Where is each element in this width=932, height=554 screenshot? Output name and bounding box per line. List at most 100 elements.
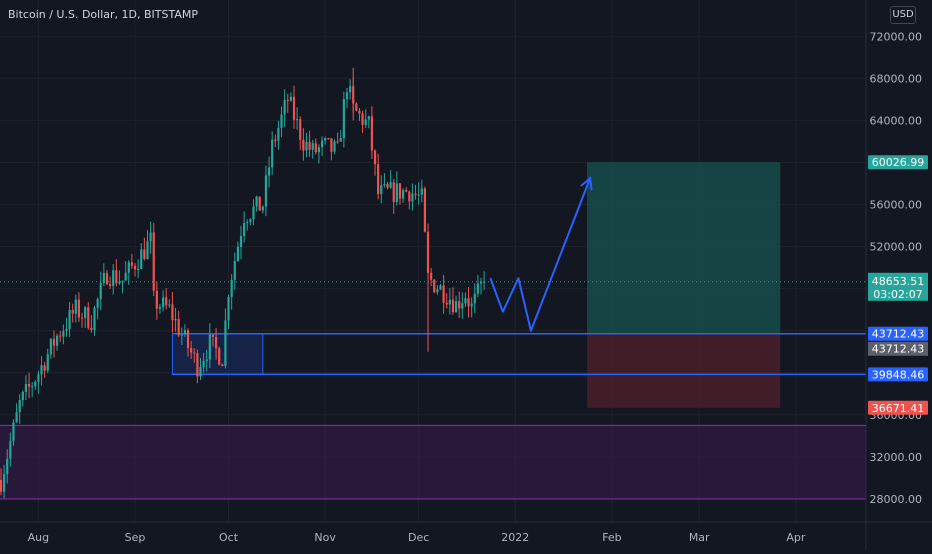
candle: [37, 370, 40, 394]
candle-body: [430, 272, 433, 280]
candle-body: [9, 441, 12, 459]
candle: [264, 165, 268, 217]
last-price-tag-bg: [868, 272, 928, 301]
candle: [436, 285, 439, 295]
candle-body: [146, 241, 149, 260]
candle: [211, 334, 215, 347]
candle: [451, 287, 455, 315]
candle: [49, 338, 52, 359]
candle: [420, 179, 423, 203]
candle: [3, 464, 6, 499]
candle: [277, 120, 280, 150]
candle-body: [283, 99, 286, 115]
candle-body: [277, 127, 280, 141]
candle-body: [112, 270, 115, 286]
x-tick-label: Apr: [786, 531, 806, 544]
candle-body: [383, 183, 386, 186]
candle-body: [302, 139, 305, 151]
candle: [470, 297, 473, 318]
candle-body: [218, 348, 221, 365]
candle-body: [470, 303, 473, 307]
candle: [146, 230, 149, 260]
candle: [12, 419, 15, 446]
candle: [202, 352, 205, 373]
candle: [271, 131, 274, 175]
candle-body: [202, 361, 205, 368]
candle-body: [373, 150, 377, 165]
candle: [292, 85, 296, 129]
candle-body: [408, 191, 411, 202]
level-39848-tag: 39848.46: [868, 367, 928, 382]
candle: [408, 190, 411, 210]
candle: [21, 390, 24, 407]
candle: [208, 323, 211, 369]
candle-body: [6, 458, 9, 475]
currency-badge[interactable]: USD: [890, 6, 916, 24]
candle-body: [311, 143, 314, 150]
candle: [96, 297, 99, 320]
candle: [87, 302, 90, 330]
candle-body: [12, 422, 15, 442]
candle-body: [414, 193, 417, 195]
candle-body: [68, 310, 71, 330]
candle: [361, 110, 364, 133]
candle: [380, 175, 383, 204]
candle: [34, 379, 37, 391]
candle-body: [46, 354, 49, 371]
candle-body: [461, 303, 464, 309]
stop-price-tag: 36671.41: [868, 400, 928, 415]
candle: [74, 294, 77, 323]
candle-body: [115, 270, 118, 284]
candle-body: [171, 304, 174, 321]
x-tick-label: Nov: [314, 531, 336, 544]
candle-body: [43, 365, 46, 371]
candle-body: [196, 353, 199, 377]
candle: [330, 138, 333, 161]
candle-body: [93, 307, 96, 330]
candle-body: [34, 381, 37, 387]
candle: [398, 182, 402, 205]
candle: [467, 287, 470, 318]
candle: [458, 291, 461, 319]
candle: [473, 283, 476, 314]
candle-body: [130, 262, 134, 266]
candle-body: [37, 374, 40, 382]
candle: [190, 340, 193, 359]
x-tick-label: Feb: [602, 531, 621, 544]
candle-body: [183, 330, 187, 335]
stop-price-tag-bg: [868, 400, 928, 415]
candle: [161, 290, 165, 312]
candle-body: [149, 232, 152, 242]
candle: [261, 205, 264, 214]
candle-body: [289, 96, 292, 101]
candle-body: [224, 320, 227, 367]
candle: [127, 259, 130, 285]
candle-body: [261, 206, 264, 211]
candle: [133, 263, 137, 277]
candle: [68, 302, 71, 338]
candle: [112, 264, 115, 295]
candle: [56, 333, 59, 351]
candle: [342, 91, 345, 148]
candle: [355, 102, 358, 112]
candle-body: [118, 281, 121, 284]
candle-body: [417, 194, 420, 196]
candle-body: [52, 338, 56, 346]
candle: [168, 299, 171, 308]
candle-body: [389, 182, 392, 188]
candle-body: [264, 175, 268, 207]
candle: [383, 173, 386, 188]
candle: [367, 115, 370, 129]
level-43712-tag-bg: [868, 326, 928, 341]
candle-body: [364, 119, 367, 126]
candle-body: [140, 249, 143, 269]
candle-body: [143, 249, 146, 260]
candle: [327, 137, 330, 140]
candle: [165, 288, 168, 310]
candle: [401, 188, 405, 203]
candle-body: [65, 329, 68, 332]
candle: [274, 134, 277, 148]
candle: [296, 107, 299, 130]
